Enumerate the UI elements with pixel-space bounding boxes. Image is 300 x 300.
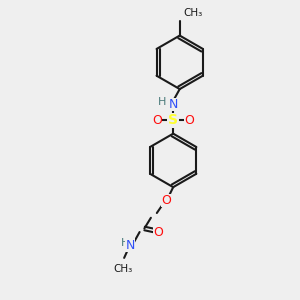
Text: O: O bbox=[153, 226, 163, 239]
Text: O: O bbox=[161, 194, 171, 207]
Text: H: H bbox=[158, 98, 166, 107]
Text: H: H bbox=[121, 238, 129, 248]
Text: O: O bbox=[184, 114, 194, 127]
Text: O: O bbox=[152, 114, 162, 127]
Text: CH₃: CH₃ bbox=[113, 264, 132, 274]
Text: S: S bbox=[168, 113, 178, 127]
Text: N: N bbox=[125, 238, 135, 252]
Text: CH₃: CH₃ bbox=[183, 8, 202, 18]
Text: N: N bbox=[169, 98, 178, 111]
